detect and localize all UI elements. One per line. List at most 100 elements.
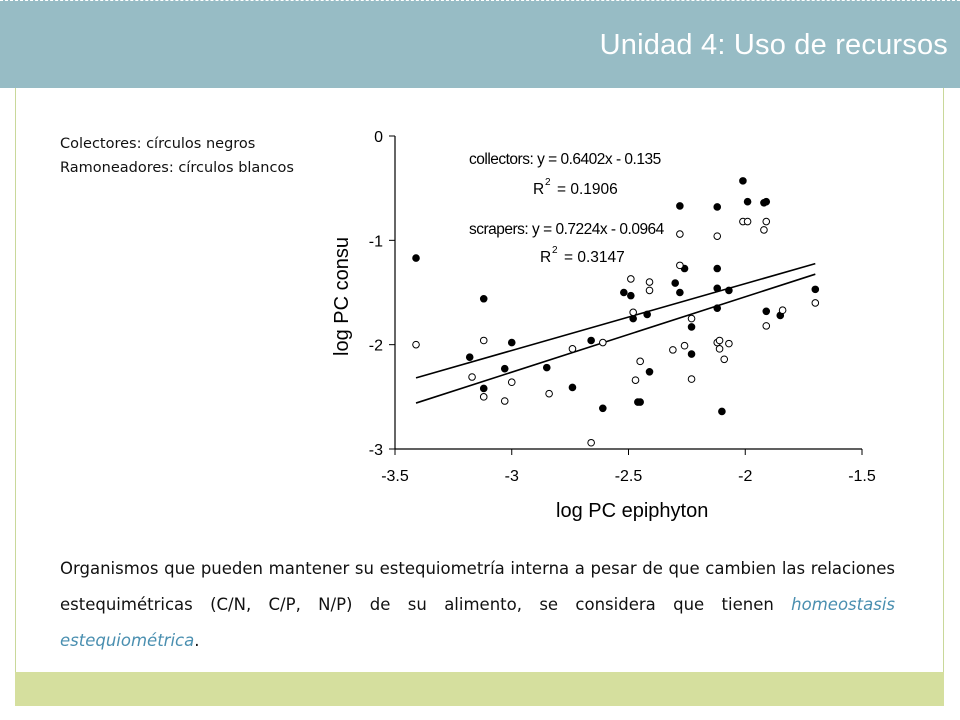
point-filled — [620, 288, 628, 297]
point-open — [568, 345, 577, 353]
point-open — [468, 373, 476, 381]
point-open — [507, 378, 516, 387]
regression-lines — [415, 262, 816, 404]
point-open — [713, 232, 722, 240]
point-filled — [718, 407, 726, 416]
point-filled — [713, 264, 722, 273]
x-tick-label: -2.5 — [615, 468, 643, 485]
x-axis-label: log PC epiphyton — [556, 500, 708, 522]
scrapers-equation: scrapers: y = 0.7224x - 0.0964 — [469, 221, 665, 238]
point-filled — [762, 197, 771, 206]
point-filled — [671, 279, 680, 287]
point-open — [545, 389, 553, 398]
point-filled — [743, 197, 752, 206]
point-open — [762, 322, 771, 330]
scrapers-r2-prefix: R — [540, 249, 551, 266]
y-tick-label: -3 — [369, 442, 383, 459]
caption-end: . — [194, 631, 200, 650]
point-filled — [739, 177, 747, 185]
frame-left-rule — [15, 88, 16, 672]
point-filled — [479, 294, 488, 303]
point-filled — [713, 304, 722, 312]
point-open — [412, 340, 420, 349]
page-title: Unidad 4: Uso de recursos — [599, 29, 948, 61]
point-open — [669, 346, 677, 354]
point-open — [676, 261, 684, 270]
point-open — [715, 345, 724, 353]
point-filled — [627, 291, 635, 300]
footer-bar — [15, 672, 944, 706]
caption-emphasis: homeostasis estequiométrica — [60, 595, 895, 650]
point-filled — [687, 323, 696, 331]
point-open — [500, 397, 509, 405]
point-filled — [599, 404, 607, 413]
point-open — [715, 336, 724, 345]
point-filled — [465, 353, 474, 361]
point-open — [587, 438, 595, 447]
point-filled — [645, 367, 654, 376]
point-open — [479, 393, 488, 401]
caption-paragraph: Organismos que pueden mantener su estequ… — [60, 551, 895, 659]
point-filled — [500, 364, 509, 373]
point-open — [629, 308, 637, 317]
point-filled — [479, 384, 488, 393]
point-open — [720, 355, 729, 364]
caption-text: Organismos que pueden mantener su estequ… — [60, 559, 895, 614]
point-open — [762, 217, 771, 226]
trendline-scrapers — [415, 273, 816, 404]
point-filled — [676, 202, 684, 210]
point-filled — [762, 307, 771, 316]
point-open — [811, 299, 820, 307]
point-open — [687, 375, 696, 383]
point-filled — [713, 203, 722, 211]
legend-note-line2: Ramoneadores: círculos blancos — [60, 160, 294, 176]
collectors-equation: collectors: y = 0.6402x - 0.135 — [469, 151, 661, 168]
x-tick-label: -3.5 — [381, 468, 409, 485]
point-open — [636, 357, 644, 366]
point-filled — [507, 338, 516, 347]
scrapers-r2-value: = 0.3147 — [564, 249, 625, 266]
point-filled — [725, 286, 733, 295]
point-open — [743, 217, 752, 226]
point-open — [687, 314, 696, 323]
data-points — [412, 177, 820, 447]
point-filled — [811, 285, 820, 294]
legend-note: Colectores: círculos negros Ramoneadores… — [60, 132, 294, 180]
legend-note-line1: Colectores: círculos negros — [60, 136, 256, 152]
chart-labels: log PC consu log PC epiphyton collectors… — [331, 151, 708, 522]
point-open — [760, 226, 768, 234]
point-filled — [412, 254, 420, 262]
point-open — [680, 341, 689, 350]
y-tick-label: 0 — [374, 129, 383, 146]
collectors-r2-prefix: R — [533, 181, 544, 198]
x-tick-label: -2 — [738, 468, 752, 485]
point-open — [631, 376, 640, 384]
point-open — [645, 286, 654, 295]
point-filled — [713, 284, 722, 293]
point-filled — [636, 398, 644, 406]
x-tick-label: -1.5 — [848, 468, 876, 485]
point-open — [599, 338, 607, 347]
chart-axes: -3.5 -3 -2.5 -2 -1.5 0 -1 -2 -3 — [369, 129, 876, 485]
point-open — [627, 275, 635, 283]
point-filled — [687, 350, 696, 358]
y-tick-label: -1 — [369, 233, 383, 250]
point-filled — [643, 310, 651, 319]
point-open — [645, 278, 654, 286]
x-tick-label: -3 — [505, 468, 519, 485]
point-filled — [629, 314, 637, 323]
point-open — [778, 306, 787, 315]
trendline-collectors — [415, 262, 816, 379]
collectors-r2-value: = 0.1906 — [557, 181, 618, 198]
point-filled — [587, 336, 595, 345]
point-filled — [542, 363, 551, 372]
collectors-r2-superscript: 2 — [545, 177, 551, 188]
point-filled — [676, 288, 684, 297]
frame-right-rule — [943, 88, 944, 672]
point-open — [479, 336, 488, 345]
scrapers-r2-superscript: 2 — [552, 245, 558, 256]
y-tick-label: -2 — [369, 338, 383, 355]
y-axis-label: log PC consu — [331, 237, 353, 356]
header-bar: Unidad 4: Uso de recursos — [0, 0, 960, 88]
